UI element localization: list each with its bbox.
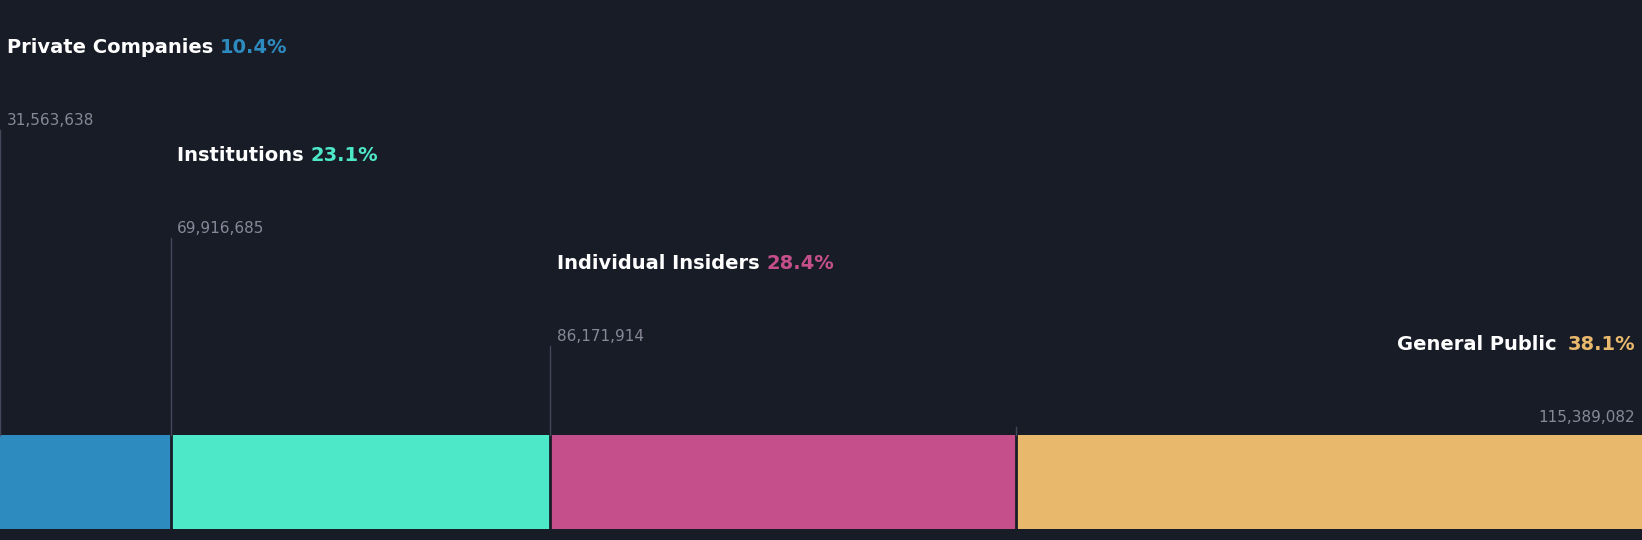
Bar	[1016, 435, 1642, 529]
Text: Individual Insiders: Individual Insiders	[557, 254, 767, 273]
Text: 28.4%: 28.4%	[767, 254, 834, 273]
Text: Institutions: Institutions	[177, 146, 310, 165]
Bar	[550, 435, 1016, 529]
Text: 115,389,082: 115,389,082	[1539, 410, 1635, 426]
Text: 31,563,638: 31,563,638	[7, 113, 94, 129]
Bar	[171, 435, 550, 529]
Text: General Public: General Public	[1396, 335, 1563, 354]
Text: 38.1%: 38.1%	[1568, 335, 1635, 354]
Text: 86,171,914: 86,171,914	[557, 329, 644, 345]
Text: Private Companies: Private Companies	[7, 38, 220, 57]
Bar	[0, 435, 171, 529]
Text: 23.1%: 23.1%	[310, 146, 378, 165]
Text: 69,916,685: 69,916,685	[177, 221, 264, 237]
Text: 10.4%: 10.4%	[220, 38, 287, 57]
